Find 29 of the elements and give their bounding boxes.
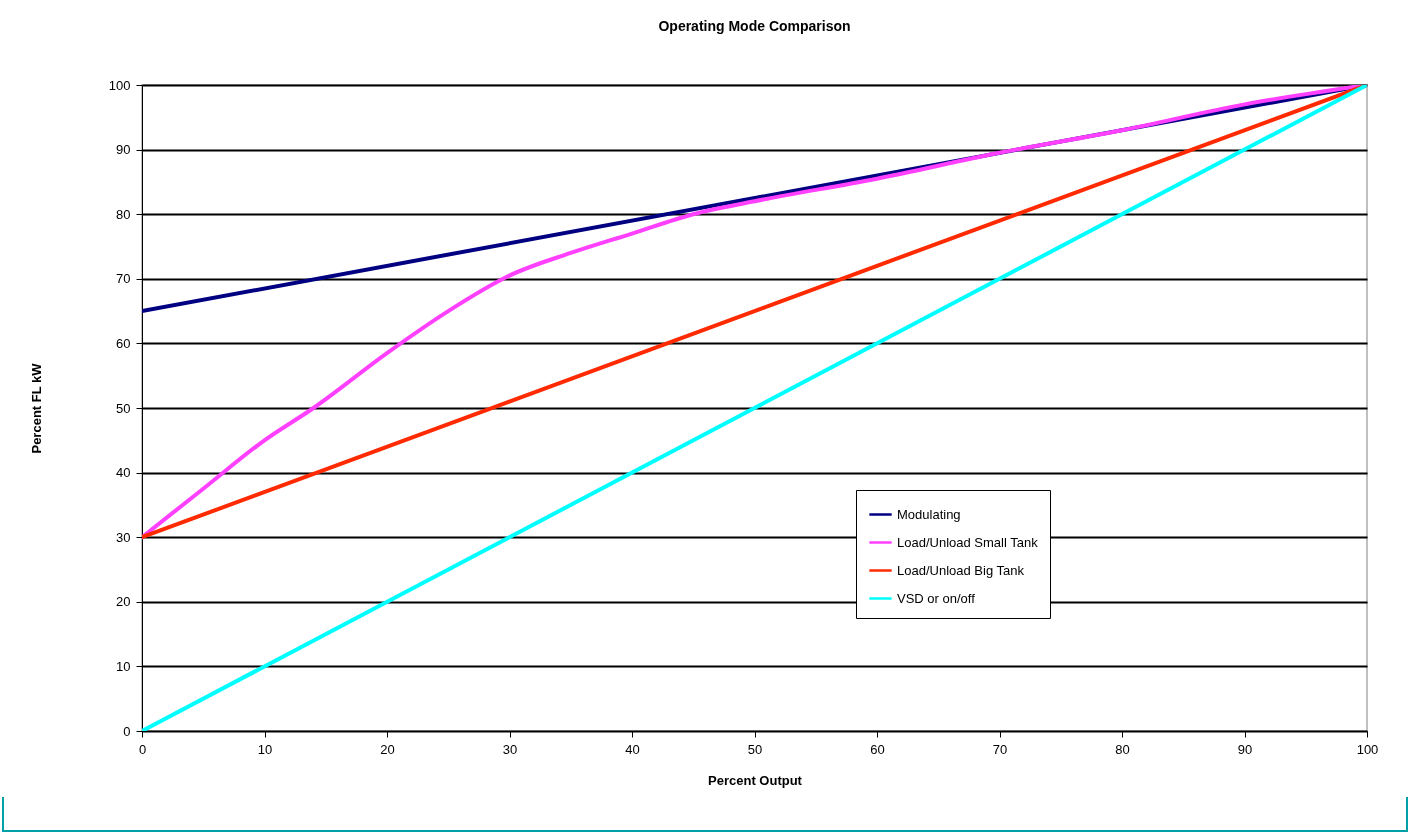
x-tick-label: 70: [992, 741, 1008, 757]
y-tick-label: 80: [116, 206, 131, 222]
x-axis-title: Percent Output: [708, 772, 803, 788]
y-tick-label: 0: [123, 723, 131, 739]
legend-label: Load/Unload Big Tank: [897, 562, 1025, 578]
legend-label: Modulating: [897, 506, 961, 522]
x-tick-label: 100: [1356, 741, 1379, 757]
chart-title: Operating Mode Comparison: [658, 18, 851, 34]
x-tick-label: 90: [1237, 741, 1253, 757]
y-tick-label: 90: [116, 142, 131, 158]
y-tick-label: 60: [116, 335, 131, 351]
y-tick-label: 100: [108, 77, 131, 93]
x-tick-label: 80: [1115, 741, 1130, 757]
x-tick-label: 60: [870, 741, 885, 757]
x-tick-label: 30: [502, 741, 518, 757]
x-tick-label: 50: [747, 741, 763, 757]
legend-label: Load/Unload Small Tank: [897, 534, 1039, 550]
x-tick-label: 20: [380, 741, 395, 757]
x-tick-label: 40: [625, 741, 640, 757]
y-tick-label: 30: [116, 529, 131, 545]
y-tick-label: 40: [116, 465, 131, 481]
y-tick-label: 50: [116, 400, 131, 416]
y-tick-label: 70: [116, 271, 131, 287]
x-tick-label: 0: [138, 741, 147, 757]
legend-label: VSD or on/off: [897, 590, 976, 606]
x-tick-label: 10: [257, 741, 273, 757]
y-axis-title: Percent FL kW: [28, 362, 44, 454]
y-tick-label: 10: [116, 658, 131, 674]
y-tick-label: 20: [116, 594, 131, 610]
